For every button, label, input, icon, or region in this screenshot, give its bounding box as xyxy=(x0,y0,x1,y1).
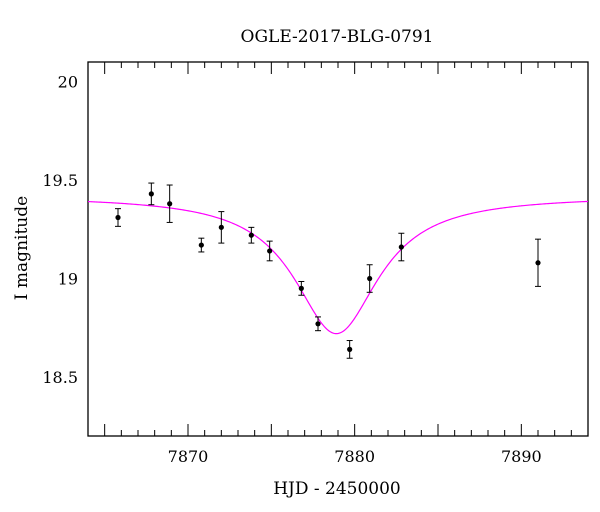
data-point xyxy=(347,346,353,352)
chart-title: OGLE-2017-BLG-0791 xyxy=(241,27,434,47)
data-point xyxy=(218,224,224,230)
x-axis: 7870 7880 7890 xyxy=(87,62,589,466)
plot-border xyxy=(87,61,589,437)
x-axis-label: HJD - 2450000 xyxy=(273,479,401,499)
data-point xyxy=(148,191,154,197)
x-tick-label: 7890 xyxy=(501,447,542,466)
data-point xyxy=(535,260,541,266)
data-point xyxy=(298,285,304,291)
y-tick-label: 19 xyxy=(58,270,78,289)
plot-frame xyxy=(87,61,589,437)
y-tick-label: 20 xyxy=(58,73,78,92)
data-points xyxy=(115,182,541,359)
data-point xyxy=(115,214,121,221)
y-axis-label: I magnitude xyxy=(12,196,32,300)
data-point xyxy=(315,321,321,327)
data-point xyxy=(267,248,273,254)
x-tick-label: 7880 xyxy=(334,447,375,466)
y-tick-label: 19.5 xyxy=(42,171,78,190)
model-curve xyxy=(87,200,589,335)
data-point xyxy=(367,275,373,282)
data-point xyxy=(248,232,254,238)
y-tick-label: 18.5 xyxy=(42,368,78,387)
data-point xyxy=(167,201,173,207)
y-axis: 18.5 19 19.5 20 xyxy=(42,73,588,437)
x-tick-label: 7870 xyxy=(168,447,209,466)
data-point xyxy=(198,242,204,248)
data-point xyxy=(398,244,404,250)
